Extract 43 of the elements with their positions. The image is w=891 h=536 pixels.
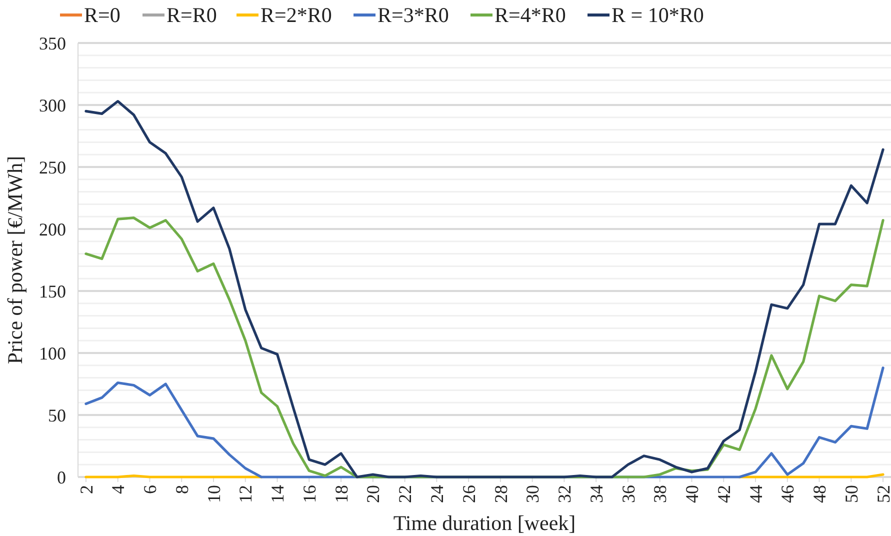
x-tick-label: 14 [268, 485, 288, 503]
x-tick-label: 26 [458, 485, 479, 503]
x-tick-label: 34 [586, 485, 606, 503]
legend-label: R=2*R0 [260, 3, 332, 27]
x-tick-label: 44 [746, 485, 766, 503]
y-tick-label: 150 [39, 281, 66, 302]
x-tick-label: 52 [873, 485, 891, 503]
x-tick-label: 22 [395, 485, 416, 503]
x-tick-label: 50 [841, 485, 862, 503]
legend-label: R=4*R0 [494, 3, 566, 27]
y-tick-label: 50 [48, 405, 66, 426]
x-tick-label: 20 [363, 485, 384, 503]
x-tick-label: 38 [650, 485, 670, 503]
y-tick-label: 200 [39, 219, 66, 240]
y-tick-label: 100 [39, 343, 66, 364]
x-tick-label: 12 [236, 485, 256, 503]
x-tick-label: 30 [522, 485, 543, 503]
x-tick-label: 28 [490, 485, 511, 503]
y-tick-label: 350 [39, 33, 66, 54]
x-tick-label: 36 [618, 485, 638, 503]
x-tick-label: 2 [76, 485, 96, 494]
x-tick-label: 48 [810, 485, 830, 503]
x-tick-label: 8 [172, 485, 192, 494]
line-series [84, 100, 884, 478]
legend-label: R=3*R0 [378, 3, 449, 27]
x-tick-label: 40 [682, 485, 702, 503]
y-tick-label: 300 [39, 95, 66, 116]
y-axis-title: Price of power [€/MWh] [3, 156, 27, 364]
legend-label: R = 10*R0 [612, 3, 704, 27]
x-tick-label: 4 [108, 485, 128, 494]
x-tick-label: 10 [204, 485, 224, 503]
x-tick-label: 6 [140, 485, 160, 494]
x-tick-label: 18 [331, 485, 352, 503]
x-tick-label: 42 [714, 485, 734, 503]
legend-label: R=R0 [166, 3, 217, 27]
x-tick-label: 32 [554, 485, 575, 503]
x-tick-label: 24 [426, 485, 447, 503]
x-tick-label: 16 [299, 485, 320, 503]
x-tick-label: 46 [778, 485, 798, 503]
y-tick-label: 0 [57, 467, 66, 488]
legend-label: R=0 [84, 3, 120, 27]
y-tick-label: 250 [39, 157, 66, 178]
x-axis-title: Time duration [week] [393, 511, 576, 535]
